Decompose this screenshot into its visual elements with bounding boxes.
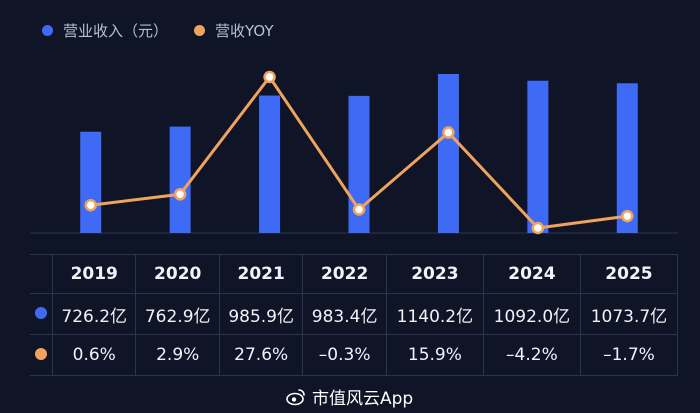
yoy-point-2024: [531, 221, 545, 235]
yoy-point-2020: [173, 188, 187, 201]
revenue-marker-dot: [35, 307, 47, 319]
legend-item-yoy: 营收YOY: [194, 20, 274, 41]
yoy-cell: –4.2%: [482, 334, 581, 376]
yoy-cell: –0.3%: [302, 334, 387, 376]
legend-yoy-dot: [194, 25, 206, 36]
yoy-cell: –1.7%: [579, 334, 679, 376]
yoy-cell: 15.9%: [385, 334, 484, 376]
revenue-bar-2024: [527, 80, 549, 233]
revenue-cell: 762.9亿: [135, 293, 220, 335]
revenue-cell: 1140.2亿: [385, 293, 484, 335]
yoy-row: 0.6% 2.9% 27.6% –0.3% 15.9% –4.2% –1.7%: [30, 334, 679, 376]
year-row: 2019 2020 2021 2022 2023 2024 2025: [30, 254, 679, 294]
yoy-point-2023: [442, 126, 455, 139]
revenue-bar-2023: [437, 74, 459, 233]
revenue-bar-2025: [616, 83, 638, 233]
yoy-point-2021: [263, 70, 276, 84]
revenue-row: 726.2亿 762.9亿 985.9亿 983.4亿 1140.2亿 1092…: [30, 293, 679, 335]
legend-revenue-dot: [42, 25, 53, 36]
year-cell: 2020: [135, 254, 220, 294]
year-cell: 2023: [385, 254, 484, 294]
year-cell: 2025: [579, 254, 679, 294]
year-cell: 2021: [218, 254, 304, 294]
revenue-cell: 983.4亿: [302, 293, 387, 335]
legend-item-revenue: 营业收入（元）: [42, 20, 168, 41]
revenue-row-marker: [30, 293, 53, 335]
watermark: 市值风云App: [286, 384, 413, 409]
revenue-bar-2022: [348, 95, 370, 234]
yoy-point-2025: [621, 209, 634, 223]
year-row-marker: [30, 254, 53, 294]
yoy-cell: 27.6%: [218, 334, 304, 376]
data-table: 2019 2020 2021 2022 2023 2024 2025 726.2…: [30, 254, 679, 376]
weibo-icon: [286, 388, 305, 405]
chart-legend: 营业收入（元） 营收YOY: [42, 20, 274, 41]
revenue-bar-2021: [259, 95, 281, 233]
yoy-cell: 2.9%: [135, 334, 220, 376]
revenue-cell: 1073.7亿: [579, 293, 679, 335]
revenue-bar-2019: [80, 131, 102, 233]
revenue-cell: 985.9亿: [218, 293, 304, 335]
legend-yoy-label: 营收YOY: [215, 22, 274, 40]
revenue-bar-2020: [169, 126, 191, 233]
yoy-point-2019: [84, 198, 97, 212]
year-cell: 2019: [51, 254, 137, 294]
revenue-cell: 1092.0亿: [482, 293, 581, 335]
revenue-cell: 726.2亿: [51, 293, 137, 335]
points-group: [84, 70, 634, 235]
year-cell: 2022: [302, 254, 387, 294]
yoy-cell: 0.6%: [51, 334, 137, 376]
bars-group: [80, 74, 638, 234]
yoy-row-marker: [30, 334, 53, 376]
year-cell: 2024: [482, 254, 581, 294]
yoy-marker-dot: [35, 348, 47, 360]
yoy-point-2022: [352, 203, 366, 216]
watermark-text: 市值风云App: [312, 389, 414, 409]
legend-revenue-label: 营业收入（元）: [63, 22, 169, 40]
combo-chart: [30, 70, 678, 235]
